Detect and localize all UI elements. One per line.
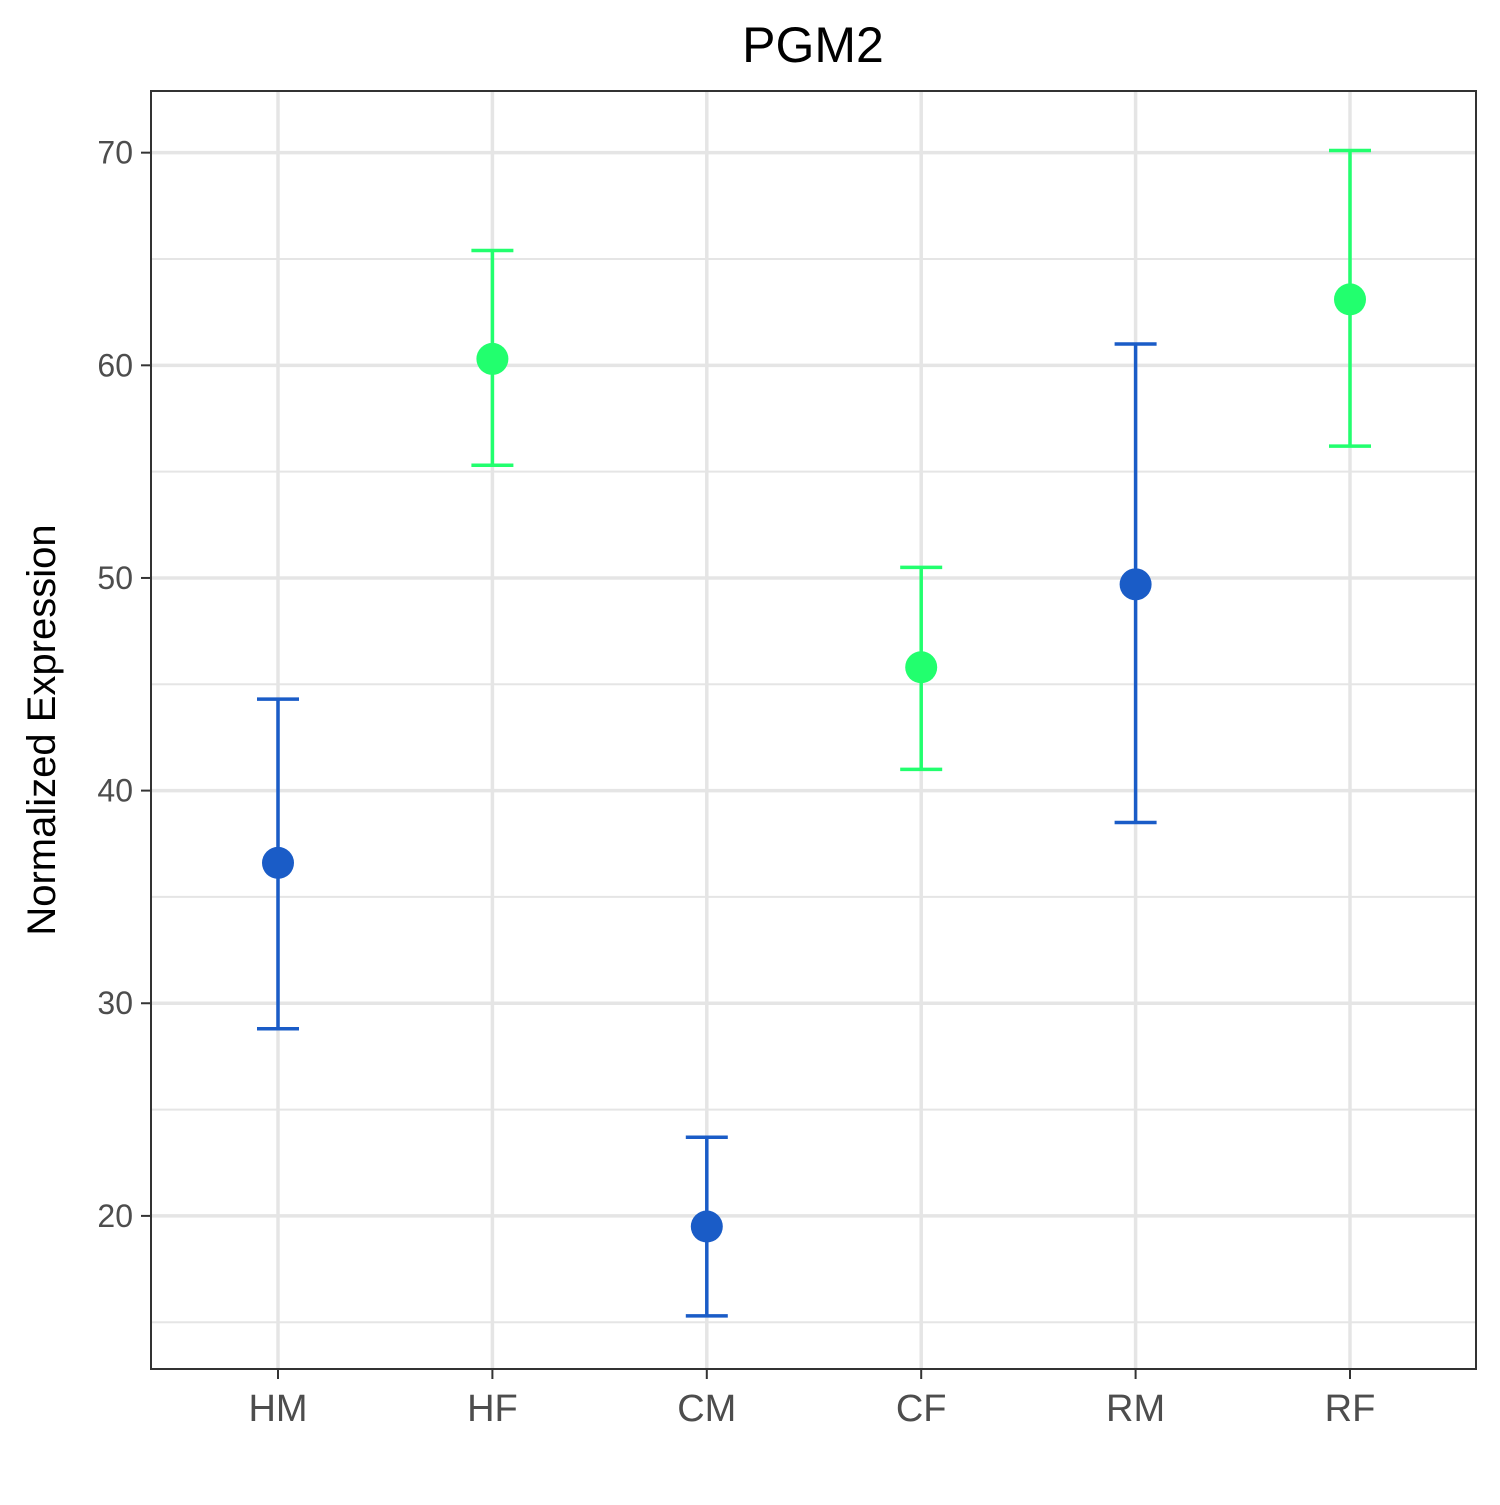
data-point	[905, 651, 938, 684]
data-point	[476, 342, 509, 375]
y-tick-label: 60	[97, 347, 133, 383]
panel-border	[150, 90, 1477, 1370]
data-point	[1119, 568, 1152, 601]
axis-layer: 20 30 40 50 60 70 HM HF CM CF RM RF	[97, 135, 1375, 1430]
y-tick-label: 20	[97, 1198, 133, 1234]
errorbar-layer	[257, 148, 1371, 1318]
y-axis-title: Normalized Expression	[20, 524, 64, 935]
x-tick-label: RF	[1325, 1388, 1376, 1430]
data-point	[690, 1210, 723, 1243]
point-layer	[262, 283, 1366, 1243]
x-tick-label: HM	[248, 1388, 307, 1430]
y-tick-label: 40	[97, 773, 133, 809]
y-tick-label: 70	[97, 135, 133, 171]
y-tick-label: 30	[97, 985, 133, 1021]
x-tick-label: HF	[467, 1388, 518, 1430]
x-tick-label: RM	[1106, 1388, 1165, 1430]
chart-title: PGM2	[742, 17, 884, 73]
grid-layer	[151, 91, 1476, 1369]
x-tick-label: CF	[896, 1388, 947, 1430]
data-point	[262, 846, 294, 879]
y-tick-label: 50	[97, 560, 133, 596]
x-tick-label: CM	[677, 1388, 736, 1430]
data-point	[1334, 283, 1366, 316]
